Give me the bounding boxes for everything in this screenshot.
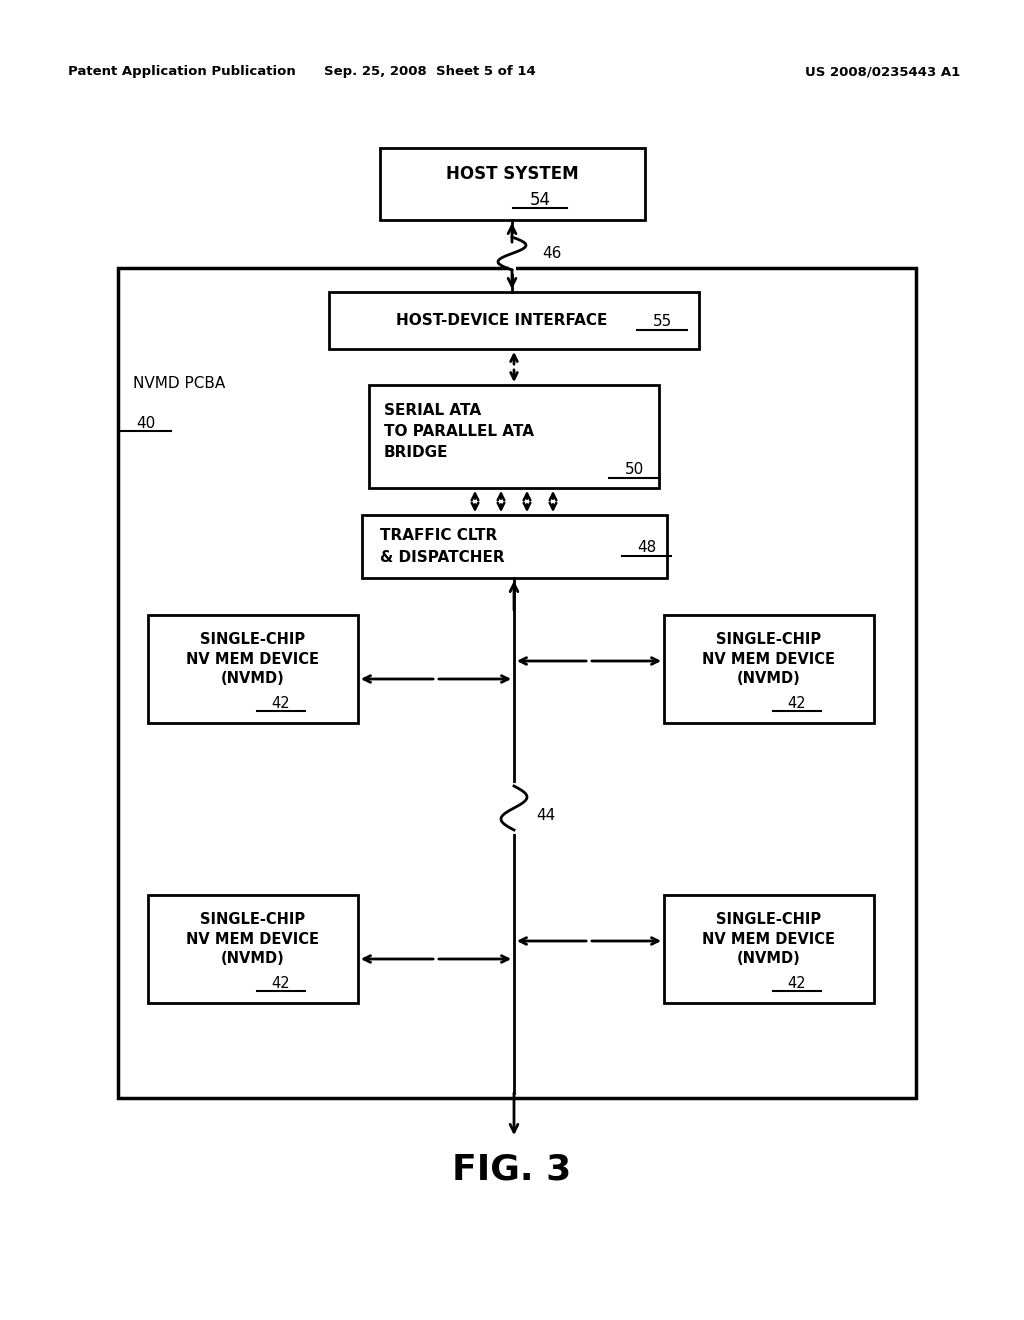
Text: TRAFFIC CLTR
& DISPATCHER: TRAFFIC CLTR & DISPATCHER [380, 528, 504, 565]
Text: 48: 48 [637, 540, 656, 554]
Text: 42: 42 [271, 975, 291, 990]
Text: HOST-DEVICE INTERFACE: HOST-DEVICE INTERFACE [396, 313, 607, 327]
Text: 44: 44 [536, 808, 555, 824]
Text: Sep. 25, 2008  Sheet 5 of 14: Sep. 25, 2008 Sheet 5 of 14 [325, 66, 536, 78]
Text: FIG. 3: FIG. 3 [453, 1152, 571, 1187]
Text: NVMD PCBA: NVMD PCBA [133, 375, 225, 391]
Bar [664, 615, 874, 723]
Text: 42: 42 [787, 975, 806, 990]
Text: HOST SYSTEM: HOST SYSTEM [445, 165, 579, 183]
Text: US 2008/0235443 A1: US 2008/0235443 A1 [805, 66, 961, 78]
Text: 42: 42 [271, 696, 291, 710]
Bar [369, 385, 659, 488]
Text: SINGLE-CHIP
NV MEM DEVICE
(NVMD): SINGLE-CHIP NV MEM DEVICE (NVMD) [186, 912, 319, 966]
Text: 46: 46 [542, 246, 561, 261]
Bar [664, 895, 874, 1003]
Text: SINGLE-CHIP
NV MEM DEVICE
(NVMD): SINGLE-CHIP NV MEM DEVICE (NVMD) [702, 912, 836, 966]
Bar [148, 895, 358, 1003]
Text: 40: 40 [136, 416, 156, 430]
Bar [118, 268, 916, 1098]
Text: 54: 54 [529, 191, 551, 209]
Bar [148, 615, 358, 723]
Text: SERIAL ATA
TO PARALLEL ATA
BRIDGE: SERIAL ATA TO PARALLEL ATA BRIDGE [384, 403, 534, 459]
Text: Patent Application Publication: Patent Application Publication [68, 66, 296, 78]
Bar [361, 515, 667, 578]
Text: 42: 42 [787, 696, 806, 710]
Text: 55: 55 [652, 314, 672, 329]
Text: SINGLE-CHIP
NV MEM DEVICE
(NVMD): SINGLE-CHIP NV MEM DEVICE (NVMD) [702, 632, 836, 686]
Bar [329, 292, 699, 348]
Text: SINGLE-CHIP
NV MEM DEVICE
(NVMD): SINGLE-CHIP NV MEM DEVICE (NVMD) [186, 632, 319, 686]
Bar [380, 148, 644, 220]
Text: 50: 50 [625, 462, 644, 478]
